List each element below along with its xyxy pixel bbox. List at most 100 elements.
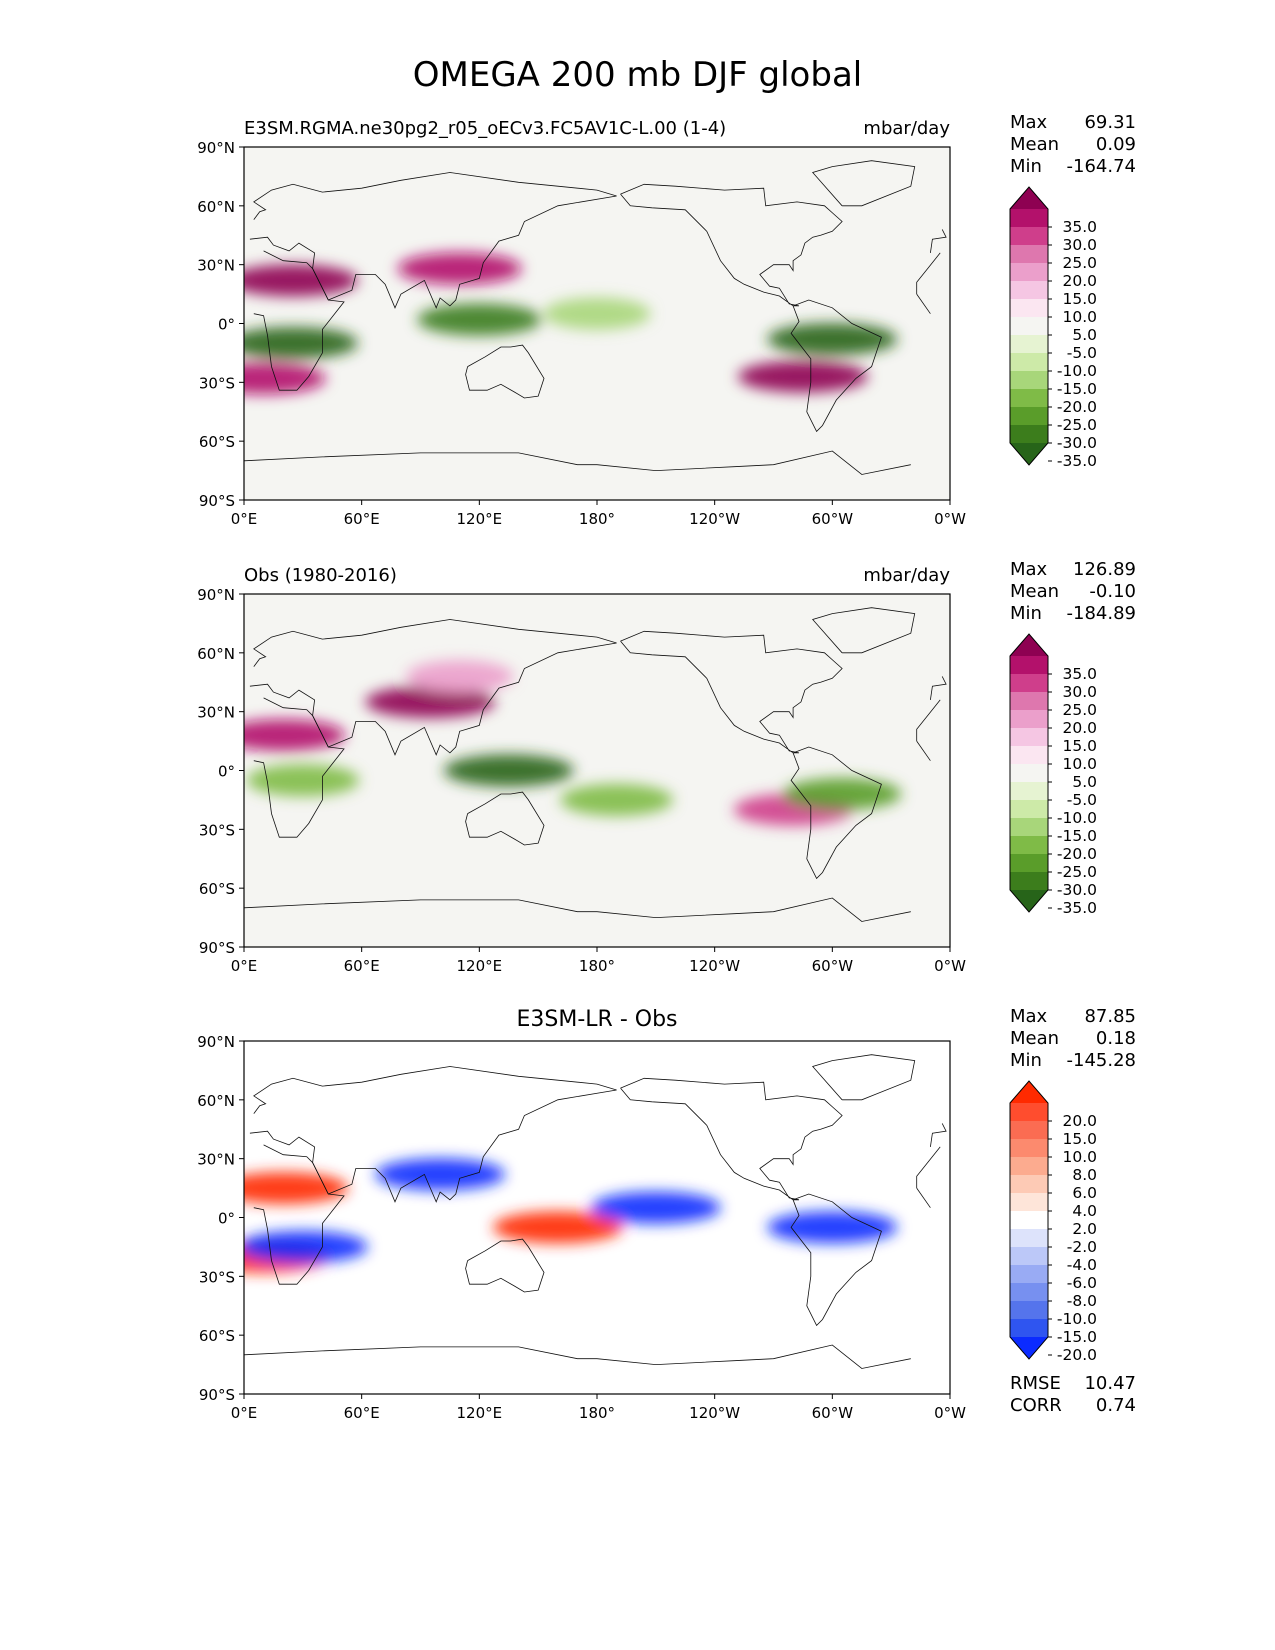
stat-min: -164.74 [1066, 156, 1136, 177]
stat-mean: 0.18 [1095, 1028, 1136, 1049]
colorbar-swatch [1010, 1319, 1048, 1338]
lon-tick-label: 120°E [457, 1404, 503, 1422]
coastline [916, 1146, 941, 1189]
field-feature [244, 327, 358, 360]
field-feature [244, 362, 326, 395]
stat-label: Mean [1010, 581, 1060, 602]
colorbar-swatch [1010, 299, 1048, 318]
coastline [253, 250, 345, 391]
colorbar-tick-label: -25.0 [1057, 863, 1097, 881]
colorbar-tick-label: 35.0 [1062, 665, 1097, 683]
coastline [916, 740, 931, 761]
panel-3-stats: Max 87.85 Mean 0.18 Min -145.28 [1010, 1006, 1136, 1072]
colorbar-swatch [1010, 317, 1048, 336]
rmse-label: RMSE [1010, 1373, 1061, 1394]
panel-2-units: mbar/day [863, 565, 950, 586]
colorbar-tick-label: -5.0 [1067, 344, 1097, 362]
coastlines [244, 1054, 947, 1369]
colorbar-tick-label: -2.0 [1067, 1238, 1097, 1256]
field-feature [375, 1158, 506, 1191]
stat-label: Max [1010, 1006, 1048, 1027]
colorbar-tick-label: 20.0 [1062, 719, 1097, 737]
colorbar-1: 35.030.025.020.015.010.05.0-5.0-10.0-15.… [1009, 186, 1097, 470]
colorbar-tick-label: -15.0 [1057, 380, 1097, 398]
colorbar-tick-label: 8.0 [1072, 1166, 1097, 1184]
coastline [249, 172, 617, 309]
stat-label: Max [1010, 559, 1048, 580]
lon-tick-label: 120°E [457, 957, 503, 975]
lat-tick-label: 0° [218, 316, 235, 334]
panel-2-stats: Max 126.89 Mean -0.10 Min -184.89 [1010, 559, 1136, 625]
field-feature [406, 660, 514, 693]
colorbar-tick-label: 20.0 [1062, 272, 1097, 290]
lon-tick-label: 120°W [689, 510, 740, 528]
stat-min: -184.89 [1066, 603, 1136, 624]
lat-tick-label: 30°S [199, 374, 235, 392]
colorbar-tick-label: -10.0 [1057, 809, 1097, 827]
lat-tick-label: 90°S [199, 492, 235, 510]
colorbar-swatch [1010, 818, 1048, 837]
lon-tick-label: 0°E [231, 957, 258, 975]
coastline [811, 1054, 916, 1101]
colorbar-tick-label: -10.0 [1057, 362, 1097, 380]
lat-tick-label: 90°N [197, 586, 235, 604]
lat-tick-label: 90°S [199, 939, 235, 957]
coastline [244, 452, 597, 466]
lat-tick-label: 90°N [197, 139, 235, 157]
coastline [620, 630, 843, 754]
colorbar-tick-label: 15.0 [1062, 737, 1097, 755]
colorbar-tick-label: -35.0 [1057, 899, 1097, 917]
colorbar-swatch [1010, 1283, 1048, 1302]
colorbar-tick-label: 25.0 [1062, 701, 1097, 719]
lon-tick-label: 60°W [812, 510, 854, 528]
lat-tick-label: 30°N [197, 257, 235, 275]
colorbar-swatch [1010, 1193, 1048, 1212]
colorbar-swatch [1010, 1103, 1048, 1122]
colorbar-tick-label: 5.0 [1072, 326, 1097, 344]
coastline [916, 252, 941, 295]
colorbar-swatch [1010, 353, 1048, 372]
colorbar-tick-label: -30.0 [1057, 881, 1097, 899]
colorbar-tick-label: -8.0 [1067, 1292, 1097, 1310]
coastline [790, 299, 882, 433]
lat-tick-label: 30°S [199, 1268, 235, 1286]
field-feature [397, 252, 522, 285]
colorbar-swatch [1010, 227, 1048, 246]
colorbar-tick-label: 6.0 [1072, 1184, 1097, 1202]
colorbar-swatch [1010, 1139, 1048, 1158]
coastline [930, 1123, 947, 1147]
colorbar-tick-label: 10.0 [1062, 308, 1097, 326]
stat-label: Mean [1010, 1028, 1060, 1049]
colorbar-tick-label: 30.0 [1062, 236, 1097, 254]
stat-mean: 0.09 [1095, 134, 1136, 155]
lon-tick-label: 60°W [812, 1404, 854, 1422]
colorbar-tick-label: 15.0 [1062, 1130, 1097, 1148]
colorbar-3: 20.015.010.08.06.04.02.0-2.0-4.0-6.0-8.0… [1009, 1080, 1097, 1364]
figure-title: OMEGA 200 mb DJF global [412, 55, 863, 95]
colorbar-extend-max [1010, 187, 1048, 209]
lon-tick-label: 120°E [457, 510, 503, 528]
coastline [930, 229, 947, 253]
coastline [916, 699, 941, 742]
field-feature [417, 303, 542, 336]
coastline [253, 697, 345, 838]
colorbar-tick-label: 25.0 [1062, 254, 1097, 272]
panel-1-units: mbar/day [863, 118, 950, 139]
panel-1-stats: Max 69.31 Mean 0.09 Min -164.74 [1010, 112, 1136, 178]
coastline [244, 899, 597, 913]
lon-tick-label: 0°E [231, 510, 258, 528]
coastline [253, 1144, 345, 1285]
map-panel-3: 90°N 60°N 30°N 0° 30°S 60°S 90°S0°E 60°E 120°E 18… [197, 1033, 966, 1422]
field-feature [543, 297, 651, 330]
field-feature [492, 1211, 623, 1244]
lon-tick-label: 0°W [934, 957, 966, 975]
coastline [930, 676, 947, 700]
coastline [811, 607, 916, 654]
colorbar-2: 35.030.025.020.015.010.05.0-5.0-10.0-15.… [1009, 633, 1097, 917]
field-feature [737, 360, 868, 393]
colorbar-tick-label: -20.0 [1057, 845, 1097, 863]
colorbar-swatch [1010, 1211, 1048, 1230]
field-feature [365, 685, 496, 718]
lat-tick-label: 30°N [197, 1151, 235, 1169]
